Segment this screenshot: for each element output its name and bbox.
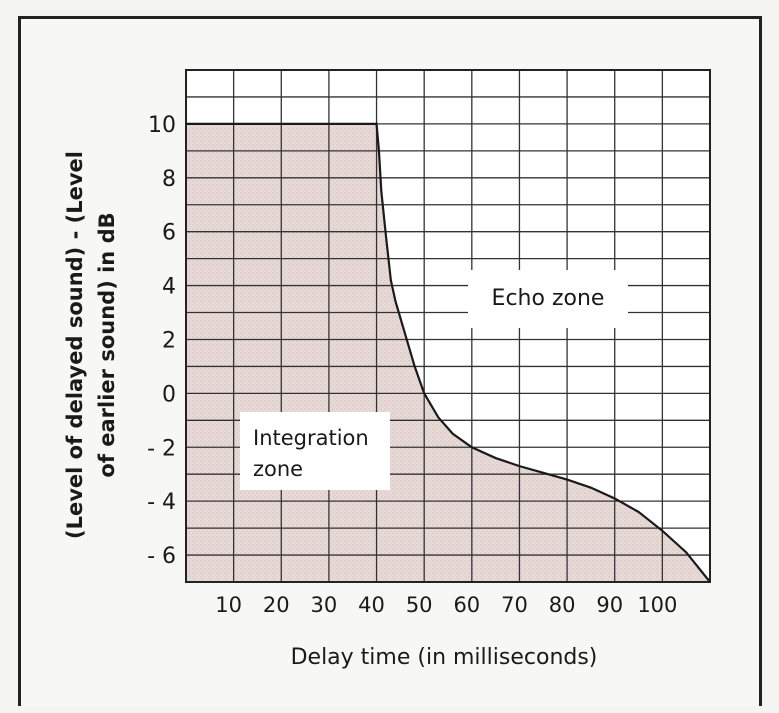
y-tick-label: 8	[162, 167, 176, 192]
y-axis-title: (Level of delayed sound) - (Level of ear…	[63, 151, 119, 539]
x-axis-title: Delay time (in milliseconds)	[291, 645, 598, 670]
y-tick-label: 6	[162, 221, 176, 246]
x-tick-label: 10	[215, 593, 242, 617]
y-tick-label: - 2	[147, 436, 176, 461]
y-tick-label: - 6	[147, 544, 176, 569]
echo-zone-label: Echo zone	[468, 270, 628, 328]
curve-line	[186, 122, 711, 583]
y-axis-title-line1: (Level of delayed sound) - (Level	[63, 151, 87, 539]
integration-zone-label: Integration zone	[240, 412, 390, 490]
threshold-curve	[186, 122, 711, 583]
y-tick-label: 0	[162, 382, 176, 407]
plot-border	[185, 69, 711, 583]
y-axis-title-line2: of earlier sound) in dB	[95, 212, 119, 477]
echo-zone-text: Echo zone	[492, 286, 605, 311]
y-tick-label: - 4	[147, 490, 176, 515]
integration-zone-text: Integration zone	[253, 426, 375, 481]
x-tick-label: 60	[453, 593, 480, 617]
x-tick-label: 40	[358, 593, 385, 617]
y-tick-label: 10	[148, 113, 176, 138]
x-tick-label: 90	[596, 593, 623, 617]
x-tick-label: 20	[263, 593, 290, 617]
x-tick-label: 70	[501, 593, 528, 617]
y-tick-label: 2	[162, 328, 176, 353]
x-tick-label: 30	[311, 593, 338, 617]
x-tick-label: 100	[637, 593, 677, 617]
y-tick-label: 4	[162, 275, 176, 300]
x-tick-label: 50	[406, 593, 433, 617]
x-tick-label: 80	[549, 593, 576, 617]
